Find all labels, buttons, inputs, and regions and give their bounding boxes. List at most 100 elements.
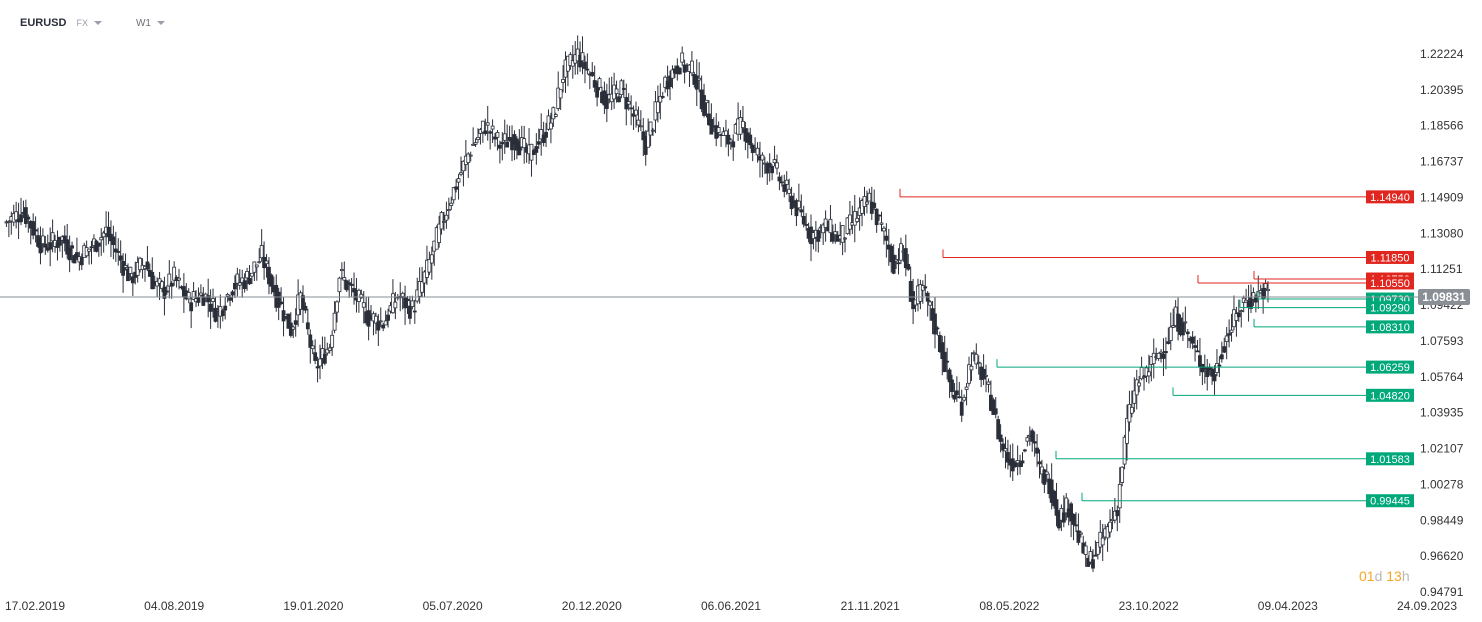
candle-down — [162, 286, 167, 299]
candle-up — [716, 127, 721, 133]
candle-up — [697, 77, 702, 81]
candle-up — [128, 266, 133, 274]
candle-up — [568, 54, 573, 66]
y-tick-label: 1.03935 — [1420, 406, 1464, 420]
candle-down — [208, 303, 213, 312]
level-value: 1.10550 — [1370, 278, 1410, 290]
x-tick-label: 23.10.2022 — [1119, 599, 1179, 613]
y-tick-label: 1.11251 — [1420, 262, 1463, 276]
y-tick-label: 1.16737 — [1420, 155, 1464, 169]
candle-down — [884, 235, 889, 241]
candle-up — [439, 212, 444, 230]
timeframe-selector[interactable]: W1 — [135, 17, 151, 29]
level-value: 1.06259 — [1370, 362, 1410, 374]
candle-up — [310, 345, 315, 350]
candle-up — [325, 348, 330, 354]
candle-down — [660, 96, 665, 98]
candle-up — [476, 136, 480, 140]
candle-down — [96, 242, 101, 247]
candle-up — [361, 302, 366, 308]
candle-down — [541, 134, 546, 143]
candle-up — [865, 201, 869, 205]
candle-down — [1020, 460, 1025, 464]
symbol-label[interactable]: EURUSD — [20, 17, 67, 29]
candle-down — [1166, 341, 1171, 344]
candle-down — [1210, 368, 1214, 377]
candle-up — [320, 348, 325, 359]
candle-up — [775, 162, 779, 169]
candle-up — [619, 80, 624, 96]
candle-down — [583, 61, 587, 69]
candle-up — [724, 130, 728, 136]
level-tag — [1366, 190, 1414, 204]
candle-up — [971, 352, 976, 355]
candle-down — [1115, 510, 1120, 517]
candle-down — [585, 68, 590, 71]
candle-up — [257, 261, 262, 264]
candle-down — [641, 131, 646, 141]
candle-down — [26, 216, 31, 220]
candle-up — [969, 365, 974, 371]
candle-up — [1088, 551, 1093, 563]
level-value: 1.11850 — [1371, 252, 1410, 264]
y-tick-label: 1.22224 — [1420, 47, 1464, 61]
candle-up — [1064, 497, 1069, 514]
candle-up — [87, 248, 91, 252]
candle-down — [349, 283, 354, 286]
current-price-group: 1.09831 — [0, 289, 1470, 306]
candle-up — [1044, 471, 1049, 475]
candle-up — [553, 114, 558, 117]
candle-down — [777, 176, 782, 182]
candle-up — [1137, 382, 1142, 387]
countdown-hours: 13 — [1386, 568, 1402, 584]
candle-up — [1215, 363, 1219, 373]
candle-down — [694, 75, 699, 90]
candle-up — [1183, 321, 1188, 324]
candle-up — [1015, 460, 1020, 464]
countdown-days: 01 — [1359, 568, 1375, 584]
candle-down — [1074, 524, 1078, 527]
candle-down — [950, 379, 954, 393]
y-tick-label: 1.20395 — [1420, 83, 1464, 97]
candle-down — [381, 324, 386, 329]
candle-down — [1091, 559, 1095, 569]
candle-down — [33, 229, 38, 232]
candle-up — [138, 257, 143, 271]
candle-up — [471, 143, 476, 146]
candle-down — [621, 88, 626, 90]
candle-up — [461, 160, 466, 172]
candle-down — [286, 313, 291, 329]
candle-down — [940, 342, 945, 360]
symbol-dropdown-chevron-icon[interactable] — [93, 21, 102, 25]
candle-down — [230, 291, 235, 296]
candle-up — [867, 192, 872, 202]
candle-up — [1125, 418, 1129, 444]
price-axis: 1.22224 1.20395 1.18566 1.16737 1.14909 1.130… — [1420, 47, 1464, 599]
candle-down — [1181, 322, 1185, 336]
candle-up — [177, 277, 181, 281]
candle-up — [840, 225, 845, 243]
candle-down — [65, 239, 70, 255]
candle-up — [359, 293, 364, 299]
candle-up — [123, 265, 128, 268]
candle-up — [1224, 335, 1229, 343]
level-tag — [1366, 250, 1414, 264]
candle-up — [235, 273, 240, 284]
level-tag — [1366, 276, 1414, 290]
candle-up — [821, 224, 826, 234]
candle-up — [383, 320, 388, 326]
candle-down — [1161, 353, 1166, 359]
candle-down — [1030, 430, 1035, 442]
candle-down — [1253, 296, 1258, 303]
candle-up — [728, 139, 733, 143]
candle-down — [412, 310, 417, 313]
candle-down — [906, 264, 911, 270]
candle-down — [386, 314, 390, 321]
candle-up — [1239, 310, 1244, 312]
timeframe-dropdown-chevron-icon[interactable] — [156, 21, 165, 25]
candle-down — [933, 313, 937, 335]
candle-down — [493, 136, 497, 140]
candle-down — [228, 297, 232, 301]
candle-down — [1190, 336, 1195, 344]
